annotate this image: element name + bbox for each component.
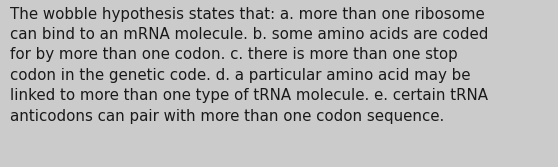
Text: The wobble hypothesis states that: a. more than one ribosome
can bind to an mRNA: The wobble hypothesis states that: a. mo… bbox=[10, 7, 488, 124]
